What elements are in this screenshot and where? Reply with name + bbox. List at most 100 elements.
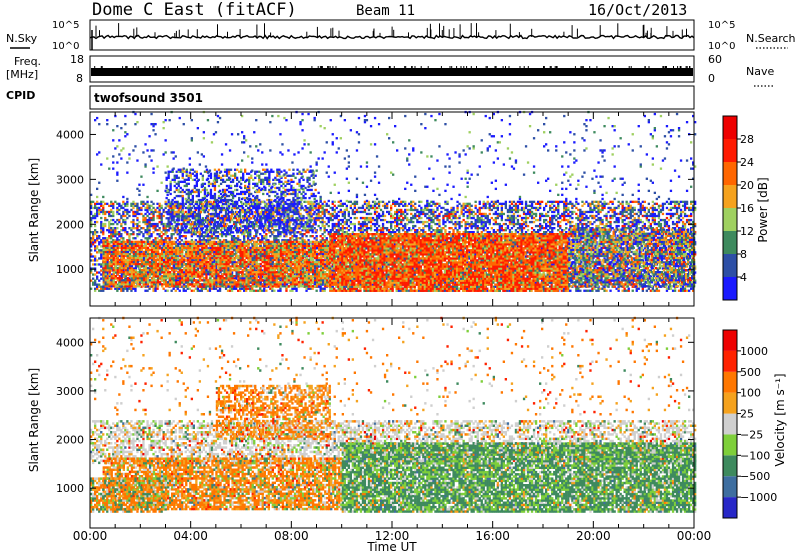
heatmap-cell-3535 [376, 229, 378, 231]
heatmap-cell-3844 [400, 213, 402, 215]
heatmap-cell-1171 [185, 237, 187, 239]
power-heatmap [90, 111, 696, 292]
heatmap-cell-861 [159, 213, 161, 215]
heatmap-cell-2877 [322, 203, 324, 205]
heatmap-cell-3845 [400, 211, 402, 213]
heatmap-cell-565 [134, 223, 136, 225]
heatmap-cell-3796 [396, 203, 398, 205]
heatmap-cell-94 [96, 203, 98, 205]
heatmap-cell-4499 [452, 229, 454, 231]
heatmap-cell-2818 [318, 211, 320, 213]
heatmap-cell-1126 [181, 223, 183, 225]
heatmap-cell-3177 [346, 221, 348, 223]
heatmap-cell-735 [148, 229, 150, 231]
heatmap-cell-511 [130, 221, 132, 223]
heatmap-cell-2924 [326, 205, 328, 207]
heatmap-cell-3891 [404, 231, 406, 233]
heatmap-cell-4566 [458, 225, 460, 227]
heatmap-cell-3363 [362, 205, 364, 207]
heatmap-cell-4668 [467, 209, 469, 211]
heatmap-cell-3404 [366, 231, 368, 233]
heatmap-cell-3134 [342, 211, 344, 213]
heatmap-cell-2400 [283, 235, 285, 237]
heatmap-cell-3004 [332, 201, 334, 203]
heatmap-cell-213 [106, 219, 108, 221]
heatmap-cell-165 [102, 209, 104, 211]
heatmap-cell-3759 [394, 225, 396, 227]
heatmap-cell-616 [138, 213, 140, 215]
heatmap-cell-3106 [340, 211, 342, 213]
heatmap-cell-2894 [324, 227, 326, 229]
heatmap-cell-1808 [237, 290, 239, 292]
heatmap-cell-569 [134, 205, 136, 207]
heatmap-cell-116 [100, 286, 102, 288]
heatmap-cell-2637 [301, 233, 303, 235]
heatmap-cell-855 [159, 233, 161, 235]
heatmap-cell-858 [159, 221, 161, 223]
heatmap-cell-4407 [444, 213, 446, 215]
heatmap-cell-4198 [428, 209, 430, 211]
heatmap-cell-2869 [322, 221, 324, 223]
heatmap-cell-3718 [390, 215, 392, 217]
heatmap-cell-3431 [368, 219, 370, 221]
heatmap-cell-3576 [378, 201, 380, 203]
heatmap-cell-3598 [380, 215, 382, 217]
heatmap-cell-951 [167, 237, 169, 239]
heatmap-cell-831 [156, 229, 158, 231]
heatmap-cell-689 [144, 209, 146, 211]
heatmap-cell-618 [138, 207, 140, 209]
heatmap-cell-3160 [344, 209, 346, 211]
heatmap-cell-3483 [372, 223, 374, 225]
heatmap-cell-4569 [458, 217, 460, 219]
heatmap-cell-3948 [408, 221, 410, 223]
heatmap-cell-3387 [364, 201, 366, 203]
heatmap-cell-4766 [475, 219, 477, 221]
heatmap-cell-3274 [354, 205, 356, 207]
heatmap-cell-4220 [430, 219, 432, 221]
heatmap-cell-3176 [346, 223, 348, 225]
heatmap-cell-3647 [384, 219, 386, 221]
heatmap-cell-4550 [456, 207, 458, 209]
heatmap-cell-117 [100, 278, 102, 280]
heatmap-cell-3513 [374, 201, 376, 203]
heatmap-cell-787 [152, 217, 154, 219]
heatmap-cell-717 [146, 205, 148, 207]
heatmap-cell-3870 [402, 217, 404, 219]
heatmap-cell-1757 [233, 288, 235, 290]
heatmap-cell-3846 [400, 209, 402, 211]
heatmap-cell-3384 [364, 211, 366, 213]
heatmap-cell-4123 [422, 211, 424, 213]
heatmap-cell-3970 [410, 219, 412, 221]
heatmap-cell-531 [132, 237, 134, 239]
heatmap-cell-4066 [418, 231, 420, 233]
heatmap-cell-4384 [442, 215, 444, 217]
heatmap-cell-4618 [463, 209, 465, 211]
heatmap-cell-472 [126, 203, 128, 205]
heatmap-cell-2891 [324, 235, 326, 237]
heatmap-cell-28 [92, 278, 94, 280]
heatmap-cell-3506 [374, 219, 376, 221]
heatmap-cell-114 [100, 290, 102, 292]
heatmap-cell-732 [148, 235, 150, 237]
heatmap-cell-2777 [314, 201, 316, 203]
heatmap-cell-1270 [193, 233, 195, 235]
heatmap-cell-4457 [448, 211, 450, 213]
heatmap-cell-3313 [358, 227, 360, 229]
heatmap-cell-3354 [362, 231, 364, 233]
heatmap-cell-387 [120, 229, 122, 231]
heatmap-cell-833 [156, 223, 158, 225]
heatmap-cell-3128 [342, 227, 344, 229]
heatmap-cell-2265 [273, 290, 275, 292]
heatmap-cell-1256 [193, 290, 195, 292]
heatmap-cell-3873 [402, 205, 404, 207]
heatmap-cell-4641 [465, 225, 467, 227]
heatmap-cell-788 [152, 215, 154, 217]
heatmap-cell-3976 [410, 203, 412, 205]
heatmap-cell-541 [132, 211, 134, 213]
heatmap-cell-1474 [209, 235, 211, 237]
heatmap-cell-4025 [414, 207, 416, 209]
heatmap-cell-4069 [418, 217, 420, 219]
heatmap-cell-1177 [185, 211, 187, 213]
heatmap-cell-4688 [469, 223, 471, 225]
heatmap-cell-2415 [285, 288, 287, 290]
